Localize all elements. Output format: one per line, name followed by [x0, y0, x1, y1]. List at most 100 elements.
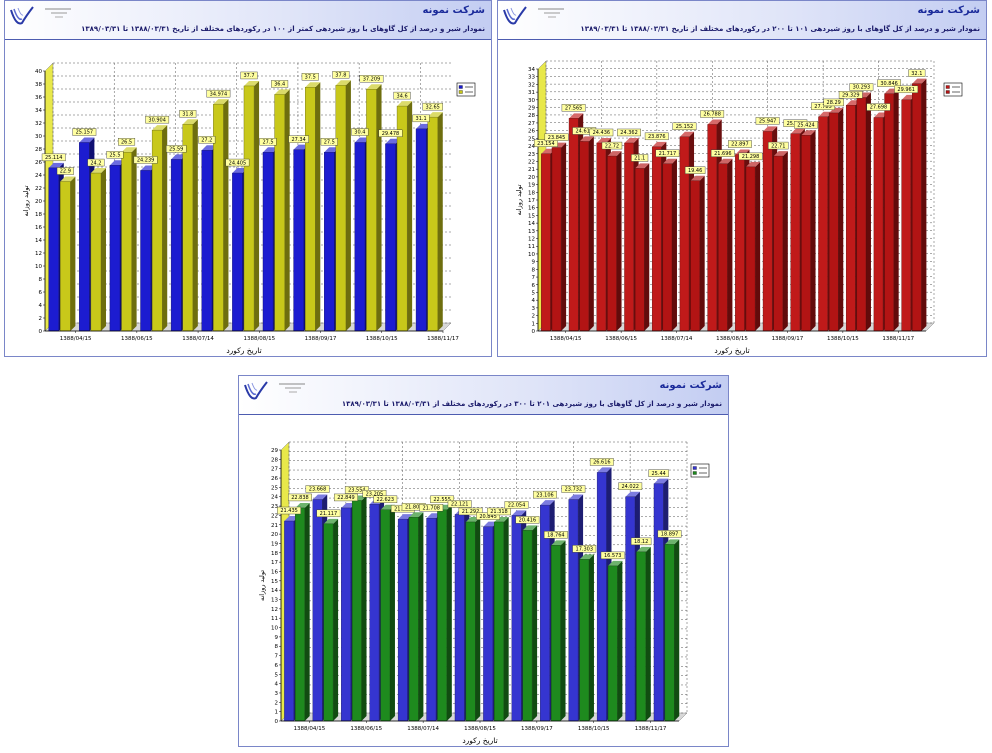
data-label: 18.897	[661, 532, 679, 538]
data-label-box	[838, 91, 863, 99]
data-label-box	[165, 145, 187, 153]
data-label: 30.293	[853, 85, 871, 91]
bar-top	[636, 546, 651, 552]
bar-side	[407, 101, 413, 331]
logo-caption-lines	[279, 383, 305, 393]
bar	[679, 136, 690, 332]
bar-side	[437, 112, 443, 332]
data-label: 31.1	[416, 116, 427, 122]
bar-top	[551, 540, 566, 546]
bar-top	[790, 128, 805, 134]
y-tick-label: 27	[271, 467, 278, 473]
report-header: شرکت نمونه نمودار شیر و درصد از کل گاوها…	[5, 1, 491, 40]
y-tick-label: 11	[528, 244, 535, 250]
data-label-box	[648, 469, 669, 477]
legend-box	[690, 463, 710, 478]
y-tick-label: 31	[528, 90, 535, 96]
data-label-box	[301, 73, 319, 81]
data-label: 23.205	[366, 491, 384, 497]
data-label-box	[373, 495, 398, 504]
bar	[324, 152, 335, 332]
legend-swatch	[945, 85, 950, 89]
data-label-box	[655, 149, 680, 157]
bar-side	[475, 516, 481, 721]
bar-side	[561, 142, 567, 331]
y-tick-label: 22	[35, 186, 42, 192]
y-tick-label: 28	[528, 113, 535, 119]
data-label: 21.117	[320, 511, 338, 517]
legend-box	[943, 82, 963, 97]
bar-top	[416, 123, 432, 129]
x-axis-title: تاریخ رکورد	[462, 736, 497, 745]
bar	[182, 124, 194, 332]
bar	[293, 149, 304, 332]
bar	[465, 521, 476, 722]
bar	[60, 181, 71, 332]
data-label: 22.054	[508, 503, 526, 509]
y-tick-label: 8	[275, 644, 279, 650]
bar-side	[782, 151, 788, 331]
bar	[664, 544, 675, 722]
data-label-box	[515, 516, 540, 524]
bar-top	[511, 510, 527, 516]
y-tick-label: 27	[528, 121, 535, 127]
data-label-box	[543, 531, 568, 539]
bar	[828, 112, 839, 332]
bar	[385, 143, 396, 332]
legend-swatch	[458, 90, 463, 94]
data-label: 18.12	[634, 539, 648, 545]
data-label-box	[617, 128, 641, 137]
data-label: 24.405	[229, 160, 247, 166]
bar-top	[262, 147, 279, 153]
y-tick-label: 32	[35, 121, 42, 127]
data-label-box	[458, 507, 483, 516]
bar	[170, 159, 182, 332]
x-tick-label: 1388/04/15	[294, 726, 326, 732]
bar-top	[707, 119, 722, 125]
data-label-box	[198, 136, 216, 144]
x-tick-label: 1388/09/17	[521, 726, 553, 732]
bar-top	[354, 137, 370, 143]
y-tick-label: 6	[39, 290, 43, 296]
x-tick-label: 1388/10/15	[827, 336, 859, 342]
bar	[201, 150, 213, 332]
report-subtitle: نمودار شیر و درصد از کل گاوهای با روز شی…	[81, 25, 485, 33]
data-label: 17.303	[576, 547, 594, 553]
bar	[718, 163, 728, 332]
bar	[912, 83, 922, 332]
data-label-box	[320, 138, 338, 146]
y-tick-label: 25	[271, 485, 278, 491]
bar	[762, 131, 773, 332]
bar-top	[690, 175, 705, 181]
data-label: 24.022	[621, 484, 639, 490]
data-label-box	[206, 89, 231, 98]
data-label: 24.436	[593, 130, 611, 136]
y-tick-label: 12	[271, 607, 278, 613]
y-tick-label: 28	[35, 147, 42, 153]
bar-top	[579, 554, 594, 560]
y-tick-label: 10	[528, 252, 535, 258]
company-logo	[503, 6, 527, 25]
bar-top	[773, 151, 788, 157]
data-label-box	[56, 167, 74, 175]
bar	[625, 496, 636, 722]
bar	[415, 128, 427, 332]
y-tick-label: 13	[528, 229, 535, 235]
data-label-box	[259, 138, 277, 146]
y-tick-label: 16	[271, 569, 278, 575]
y-tick-label: 10	[35, 264, 42, 270]
data-label-box	[87, 158, 105, 167]
bar	[109, 165, 121, 332]
data-label: 23.876	[648, 134, 666, 140]
y-tick-label: 32	[528, 82, 535, 88]
bar-top	[494, 516, 509, 522]
y-tick-label: 3	[532, 306, 536, 312]
data-label: 37.5	[305, 74, 316, 80]
bar	[312, 499, 323, 722]
data-label: 25.947	[759, 119, 777, 125]
data-label: 22.555	[433, 497, 451, 503]
bar	[262, 152, 274, 332]
data-label: 21.696	[714, 151, 732, 157]
y-tick-label: 7	[275, 654, 279, 660]
y-tick-label: 0	[532, 329, 536, 335]
